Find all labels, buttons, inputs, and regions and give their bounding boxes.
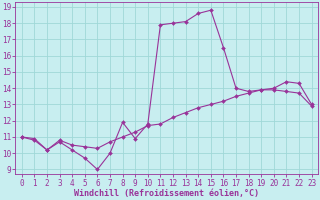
X-axis label: Windchill (Refroidissement éolien,°C): Windchill (Refroidissement éolien,°C): [74, 189, 259, 198]
